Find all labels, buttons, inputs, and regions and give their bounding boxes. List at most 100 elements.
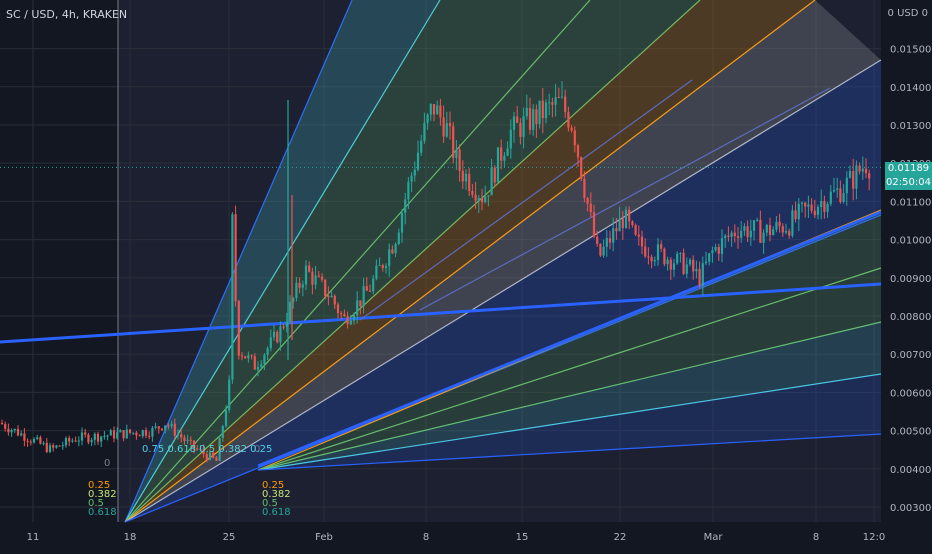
candle-body xyxy=(762,232,765,243)
candle-body xyxy=(404,199,407,213)
candle-body xyxy=(484,196,487,203)
candle-body xyxy=(16,428,20,436)
candle-body xyxy=(848,171,852,178)
candle-body xyxy=(647,256,650,258)
candle-body xyxy=(468,173,471,191)
candle-body xyxy=(384,266,388,269)
candle-body xyxy=(573,130,576,146)
candle-body xyxy=(13,428,16,431)
gann-fan-layer[interactable] xyxy=(0,0,882,523)
candle-body xyxy=(538,100,541,124)
candle-body xyxy=(71,440,74,442)
candle-body xyxy=(276,331,279,343)
price-scale-currency[interactable]: 0 USD 0 xyxy=(887,8,928,19)
candle-body xyxy=(628,209,631,222)
candle-body xyxy=(253,356,256,370)
candle-body xyxy=(61,445,64,447)
candle-body xyxy=(554,96,557,105)
candle-body xyxy=(247,355,250,359)
candle-body xyxy=(759,219,762,243)
candle-body xyxy=(506,148,509,156)
trend-line-channel xyxy=(419,87,831,311)
candle-body xyxy=(196,448,199,450)
candle-body xyxy=(701,263,704,286)
candle-body xyxy=(317,275,320,277)
candle-body xyxy=(420,140,423,153)
candle-body xyxy=(413,169,416,176)
candle-body xyxy=(775,221,778,230)
candle-body xyxy=(800,202,804,204)
gann-fan-line xyxy=(124,59,882,523)
candle-body xyxy=(42,442,45,444)
candle-body xyxy=(826,203,829,212)
candle-body xyxy=(349,320,352,325)
candle-body xyxy=(228,379,231,410)
fib-level-label: 0.25 xyxy=(88,480,110,491)
price-tick-label: 0.00900 xyxy=(890,274,931,285)
candle-body xyxy=(32,438,36,443)
candle-body xyxy=(576,145,580,158)
candle-body xyxy=(679,253,682,255)
price-tick-label: 0.00700 xyxy=(890,350,931,361)
candle-body xyxy=(784,231,788,233)
candle-body xyxy=(493,167,496,183)
time-tick-label: 8 xyxy=(813,532,819,543)
fib-top-labels: 0.75 0.618 0.5 0.382 0.25 xyxy=(142,444,272,455)
candle-body xyxy=(199,448,202,450)
candle-body xyxy=(682,253,685,274)
gann-fan-zone xyxy=(125,0,881,522)
candle-body xyxy=(221,426,224,439)
candle-body xyxy=(330,295,333,298)
candle-body xyxy=(77,440,80,442)
candle-body xyxy=(589,203,592,213)
candle-body xyxy=(496,147,500,183)
candle-body xyxy=(487,195,490,197)
fib-level-label: 0.618 xyxy=(262,507,291,518)
candle-body xyxy=(551,102,554,105)
candle-body xyxy=(266,348,269,355)
gann-fan-line xyxy=(257,267,882,471)
candle-body xyxy=(474,194,477,201)
candle-body xyxy=(285,321,288,327)
time-tick-label: Feb xyxy=(315,532,333,543)
candle-body xyxy=(852,171,855,189)
candle-body xyxy=(714,247,717,251)
candle-body xyxy=(836,188,839,190)
candle-body xyxy=(813,210,816,216)
candle-body xyxy=(631,221,634,226)
candle-body xyxy=(756,219,759,221)
candle-body xyxy=(90,439,93,443)
candle-body xyxy=(781,226,784,233)
candle-body xyxy=(455,149,458,158)
trend-line-horizontal xyxy=(0,282,882,344)
candle-body xyxy=(237,301,240,356)
time-tick-label: 15 xyxy=(516,532,529,543)
candle-body xyxy=(448,123,452,127)
candle-body xyxy=(845,177,848,194)
candle-body xyxy=(141,430,144,437)
candle-body xyxy=(519,122,522,137)
price-tick-label: 0.01500 xyxy=(890,45,931,56)
gann-fan-line xyxy=(124,214,882,523)
candle-body xyxy=(340,313,343,315)
candle-body xyxy=(832,189,836,192)
time-tick-label: 22 xyxy=(614,532,627,543)
candle-body xyxy=(282,326,285,328)
candle-body xyxy=(490,167,493,196)
candle-body xyxy=(695,268,698,272)
candle-body xyxy=(400,212,404,233)
candle-body xyxy=(231,214,234,380)
candle-body xyxy=(394,244,397,254)
gann-fan-zone xyxy=(258,268,881,470)
candle-body xyxy=(64,438,68,446)
candle-body xyxy=(602,246,605,256)
candle-body xyxy=(125,429,128,439)
candle-body xyxy=(87,434,90,443)
candle-body xyxy=(839,188,842,202)
gann-fan-zone xyxy=(258,374,881,470)
candle-body xyxy=(295,282,298,299)
candle-body xyxy=(746,226,749,238)
candle-body xyxy=(548,102,551,104)
